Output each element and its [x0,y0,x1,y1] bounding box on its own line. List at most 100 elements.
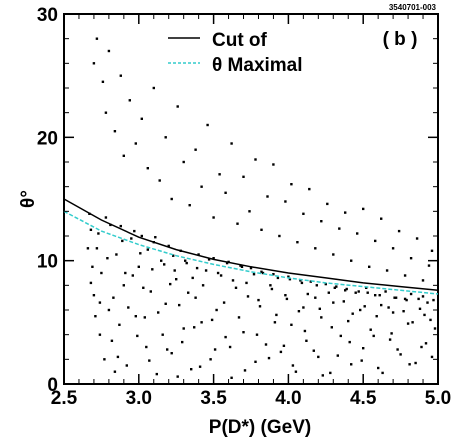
data-point [106,257,109,260]
data-point [195,266,199,270]
data-point [414,361,417,365]
data-point [228,345,232,349]
data-point [164,302,167,305]
data-point [359,308,362,312]
data-point [314,247,317,250]
data-point [104,216,108,219]
data-point [332,253,335,256]
data-point [212,216,215,219]
data-point [222,301,226,304]
data-point [372,334,375,338]
data-point [181,340,184,344]
data-point [381,371,384,375]
data-point [303,329,307,333]
data-point [86,247,90,250]
data-point [121,239,124,243]
data-point [193,326,196,329]
data-point [243,369,247,372]
data-point [204,269,208,272]
data-point [338,227,341,230]
data-point [261,271,265,275]
data-point [272,273,275,276]
data-point [318,307,321,310]
data-point [100,271,103,275]
data-point [333,286,336,289]
data-point [107,49,111,53]
data-point [411,321,414,324]
data-point [315,284,318,287]
data-point [122,154,125,157]
data-point [357,290,360,293]
data-point [291,364,295,367]
data-point [143,316,146,319]
data-point [148,359,151,362]
data-point [225,261,229,265]
data-point [182,327,185,330]
data-point [387,306,390,309]
data-point [360,359,363,362]
data-point [215,308,218,312]
data-point [236,222,239,225]
data-point [184,259,187,262]
data-point [187,291,190,294]
data-point [239,264,242,267]
data-point [260,228,263,231]
data-point [116,355,120,359]
data-point [254,158,257,161]
data-point [260,270,263,273]
x-tick-label: 4.5 [350,388,377,409]
data-point [285,297,289,301]
data-point [176,375,179,378]
data-point [305,339,308,342]
legend-label-theta: θ Maximal [212,55,303,76]
data-point [272,163,275,166]
data-point [393,296,396,299]
data-point [237,316,241,319]
data-point [329,371,332,375]
data-point [151,268,154,271]
data-point [365,286,368,289]
data-point [219,274,223,277]
data-point [278,234,281,238]
data-point [430,249,434,252]
x-tick-label: 4.0 [275,388,301,409]
data-point [314,296,317,299]
data-point [405,298,408,302]
data-point [421,295,425,298]
data-point [317,355,320,359]
data-point [249,266,253,270]
scatter-points [86,37,437,379]
data-point [231,279,235,282]
data-point [351,312,354,315]
data-point [302,212,305,215]
data-point [275,313,278,317]
data-point [418,307,422,310]
x-tick-label: 3.0 [126,388,152,409]
data-point [356,232,359,235]
data-point [175,278,178,281]
data-point [433,327,437,330]
data-point [188,204,191,207]
data-point [201,284,205,287]
data-point [266,195,269,198]
data-point [182,160,185,164]
data-point [290,183,293,186]
legend-label-cut: Cut of [212,30,268,51]
y-axis-label: θ° [18,190,39,208]
data-point [388,338,392,341]
data-point [98,333,102,336]
data-point [89,281,93,285]
data-point [252,273,256,276]
data-point [140,117,143,120]
data-point [107,308,111,312]
data-point [335,285,338,288]
data-point [161,333,164,336]
data-point [224,335,227,339]
data-point [284,294,287,297]
data-point [216,271,220,275]
data-point [98,301,102,304]
data-point [267,356,271,360]
data-point [287,275,290,278]
data-point [113,370,117,373]
data-point [273,321,277,324]
